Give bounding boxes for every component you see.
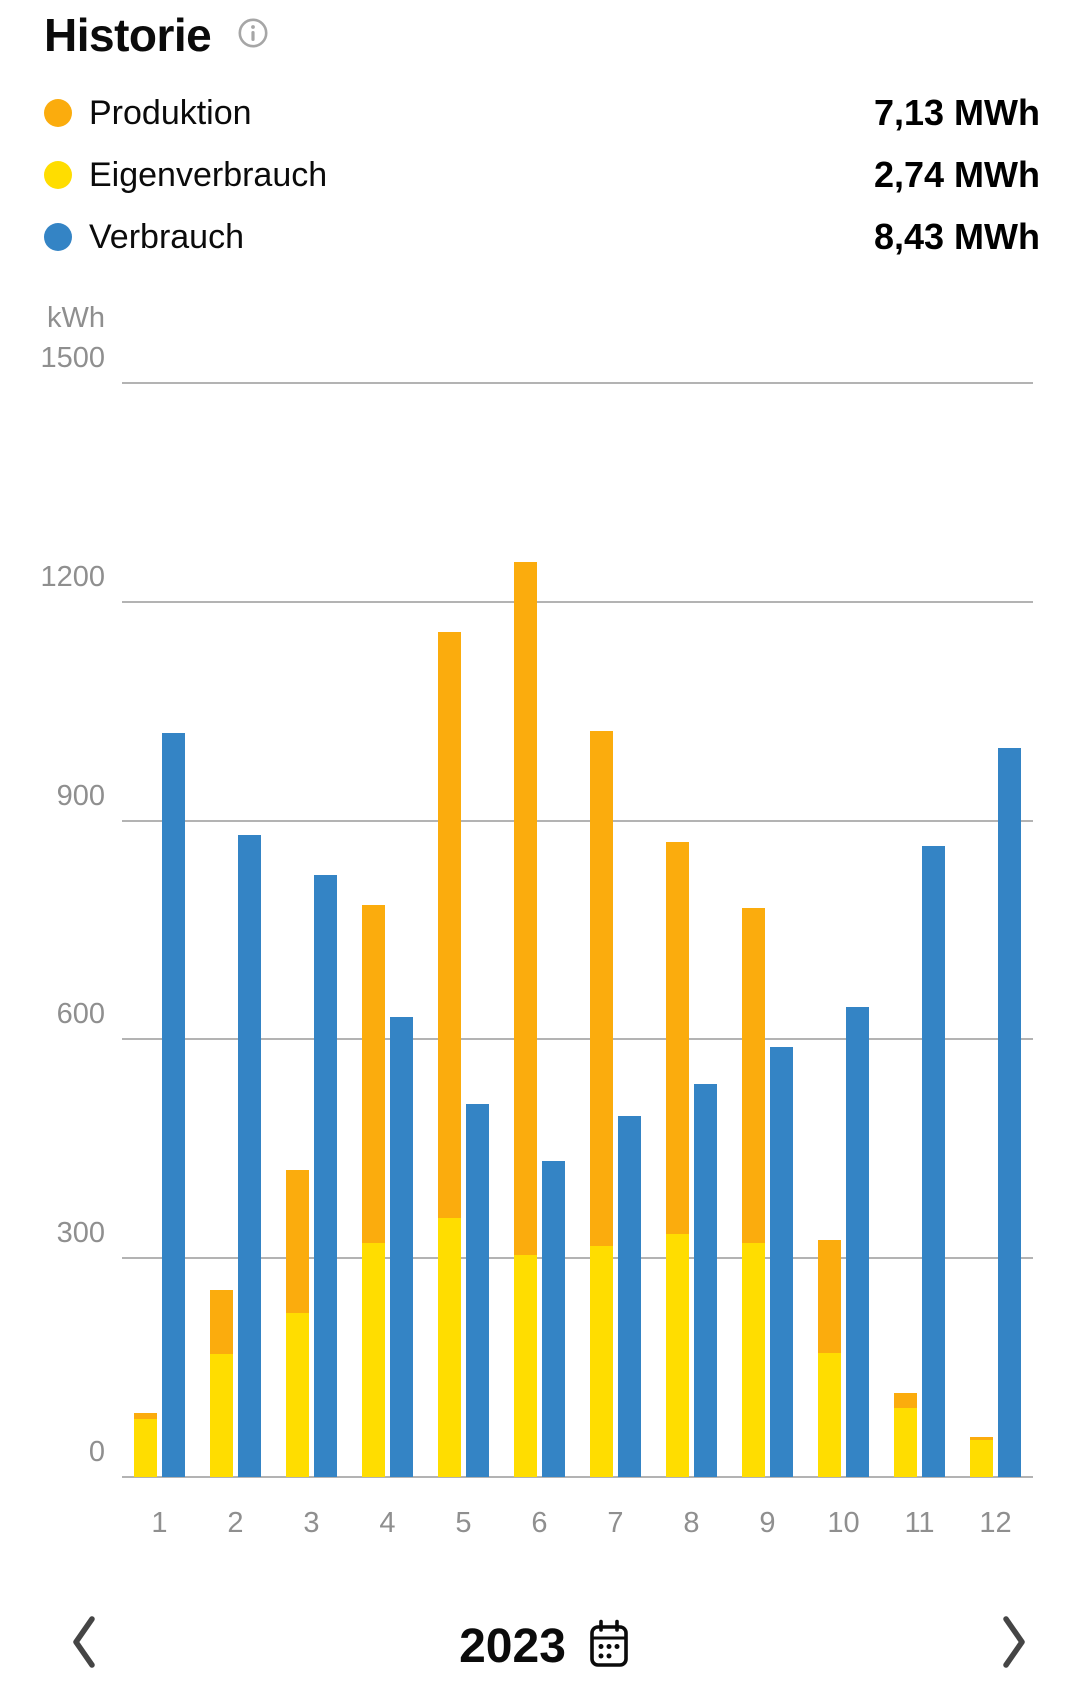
- bar-verbrauch-8[interactable]: [694, 1084, 717, 1477]
- legend-label: Produktion: [89, 93, 252, 132]
- bar-verbrauch-7[interactable]: [618, 1116, 641, 1477]
- legend-label: Eigenverbrauch: [89, 155, 328, 194]
- x-label-12: 12: [979, 1507, 1012, 1539]
- bar-eigenverbrauch-9[interactable]: [742, 1243, 765, 1477]
- y-axis-unit-label: kWh: [47, 302, 105, 334]
- year-picker-button[interactable]: 2023: [459, 1619, 630, 1674]
- calendar-icon: [588, 1619, 630, 1674]
- bar-verbrauch-10[interactable]: [846, 1007, 869, 1477]
- page-title: Historie: [44, 9, 212, 61]
- y-tick-0: 0: [88, 1436, 105, 1468]
- verbrauch-dot-icon: [44, 223, 72, 251]
- bar-eigenverbrauch-6[interactable]: [514, 1255, 537, 1477]
- bar-produktion-6[interactable]: [514, 562, 537, 1477]
- gridline-300: [122, 1257, 1033, 1260]
- x-label-1: 1: [151, 1507, 168, 1539]
- bar-verbrauch-12[interactable]: [998, 748, 1021, 1477]
- bar-eigenverbrauch-12[interactable]: [970, 1440, 993, 1477]
- gridline-600: [122, 1038, 1033, 1041]
- bar-eigenverbrauch-3[interactable]: [286, 1313, 309, 1477]
- info-icon: [237, 17, 269, 54]
- y-tick-900: 900: [56, 779, 105, 812]
- x-label-11: 11: [904, 1507, 935, 1539]
- gridline-0: [122, 1476, 1033, 1478]
- x-label-5: 5: [455, 1507, 472, 1539]
- x-label-9: 9: [759, 1507, 776, 1539]
- legend: Produktion 7,13 MWh Eigenverbrauch 2,74 …: [44, 82, 1040, 268]
- x-label-6: 6: [531, 1507, 548, 1539]
- bar-verbrauch-9[interactable]: [770, 1047, 793, 1477]
- bar-eigenverbrauch-10[interactable]: [818, 1353, 841, 1477]
- bar-eigenverbrauch-4[interactable]: [362, 1243, 385, 1477]
- gridline-900: [122, 819, 1033, 822]
- x-label-7: 7: [607, 1507, 624, 1539]
- y-tick-600: 600: [56, 998, 105, 1031]
- bar-verbrauch-3[interactable]: [314, 875, 337, 1477]
- x-label-10: 10: [827, 1507, 860, 1539]
- header: Historie: [44, 8, 269, 62]
- next-year-button[interactable]: [992, 1612, 1036, 1676]
- bar-verbrauch-2[interactable]: [238, 835, 261, 1477]
- legend-item-verbrauch: Verbrauch 8,43 MWh: [44, 206, 1040, 268]
- chevron-left-icon: [69, 1613, 99, 1676]
- x-label-8: 8: [683, 1507, 700, 1539]
- legend-value: 7,13 MWh: [873, 92, 1040, 133]
- eigenverbrauch-dot-icon: [44, 161, 72, 189]
- x-label-4: 4: [379, 1507, 396, 1539]
- y-tick-300: 300: [56, 1217, 105, 1250]
- footer: 2023: [0, 1608, 1089, 1684]
- bar-verbrauch-6[interactable]: [542, 1161, 565, 1477]
- legend-item-produktion: Produktion 7,13 MWh: [44, 82, 1040, 144]
- gridline-1200: [122, 600, 1033, 603]
- bar-verbrauch-1[interactable]: [162, 733, 185, 1477]
- legend-value: 8,43 MWh: [873, 216, 1040, 257]
- legend-item-eigenverbrauch: Eigenverbrauch 2,74 MWh: [44, 144, 1040, 206]
- bar-eigenverbrauch-2[interactable]: [210, 1354, 233, 1477]
- legend-value: 2,74 MWh: [873, 154, 1040, 195]
- y-tick-1500: 1500: [40, 342, 105, 374]
- bar-eigenverbrauch-8[interactable]: [666, 1234, 689, 1477]
- chevron-right-icon: [999, 1613, 1029, 1676]
- bar-verbrauch-5[interactable]: [466, 1104, 489, 1477]
- x-label-2: 2: [227, 1507, 244, 1539]
- gridline-1500: [122, 382, 1033, 384]
- bar-eigenverbrauch-11[interactable]: [894, 1408, 917, 1477]
- bar-eigenverbrauch-1[interactable]: [134, 1419, 157, 1477]
- year-label: 2023: [459, 1619, 566, 1673]
- info-button[interactable]: [237, 17, 269, 54]
- bar-eigenverbrauch-5[interactable]: [438, 1218, 461, 1477]
- bar-eigenverbrauch-7[interactable]: [590, 1246, 613, 1477]
- produktion-dot-icon: [44, 99, 72, 127]
- previous-year-button[interactable]: [62, 1612, 106, 1676]
- x-label-3: 3: [303, 1507, 320, 1539]
- bar-verbrauch-11[interactable]: [922, 846, 945, 1477]
- y-tick-1200: 1200: [40, 560, 105, 593]
- bar-verbrauch-4[interactable]: [390, 1017, 413, 1477]
- legend-label: Verbrauch: [89, 217, 244, 256]
